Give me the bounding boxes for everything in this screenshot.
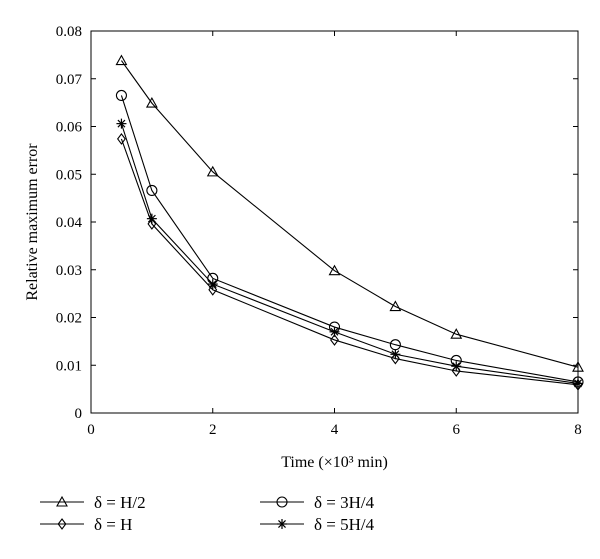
x-tick-label: 0 [87,422,95,438]
data-point [208,283,218,296]
series-line [120,138,579,386]
y-tick-label: 0.03 [56,263,82,279]
y-tick-label: 0.01 [56,358,82,374]
data-point [390,349,401,360]
y-tick-label: 0.07 [56,72,83,88]
legend-label: δ = 5H/4 [314,515,375,534]
data-point [146,213,157,224]
legend-marker [57,518,67,530]
data-point [328,264,341,276]
legend-item: δ = H [40,515,132,534]
legend-marker [276,496,288,508]
data-point [330,334,339,346]
legend-label: δ = H/2 [94,493,146,512]
data-point [117,132,126,145]
y-tick-label: 0.05 [56,167,82,183]
x-tick-label: 4 [331,422,339,438]
axis-ticks: 0 2 4 6 8 0 0.01 0.02 0.03 0.04 0.05 0.06 0.07 0.08 [56,24,582,438]
data-point [573,378,583,389]
legend-item: δ = 5H/4 [260,515,375,534]
data-point [147,217,157,230]
y-tick-label: 0.06 [56,120,83,136]
data-point [329,326,340,337]
series-line [120,60,579,368]
data-point [450,328,463,339]
series-lines [120,60,579,386]
legend-label: δ = H [94,515,132,534]
legend-label: δ = 3H/4 [314,493,375,512]
legend-item: δ = 3H/4 [260,493,375,512]
legend-item: δ = H/2 [40,493,146,512]
data-point [145,96,158,108]
data-point [206,165,219,177]
series-line [120,95,579,383]
y-axis-title: Relative maximum error [24,143,41,301]
data-point [207,279,218,290]
data-point [115,89,127,102]
x-axis-title: Time (×10³ min) [281,454,388,471]
legend-marker [277,519,287,529]
plot-frame [90,30,579,414]
y-tick-label: 0.04 [56,215,83,231]
x-tick-label: 6 [453,422,461,438]
data-point [389,300,402,312]
x-tick-label: 8 [574,422,582,438]
series-markers [115,54,584,391]
y-tick-label: 0 [75,406,83,422]
y-tick-label: 0.02 [56,311,82,327]
data-point [115,54,128,66]
legend-marker [56,495,68,507]
data-point [116,118,127,129]
y-tick-label: 0.08 [56,24,82,40]
legend: δ = H/2 δ = 3H/4 δ = H δ = 5H/4 [40,493,375,534]
data-point [146,184,158,197]
data-point [451,361,462,372]
data-point [572,361,584,372]
x-tick-label: 2 [209,422,217,438]
